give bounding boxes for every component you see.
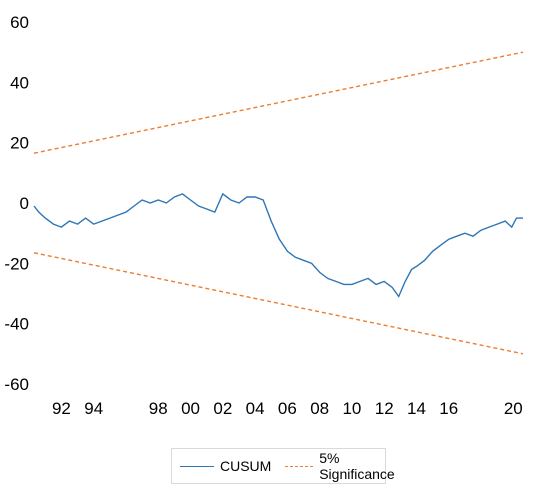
- x-tick-label: 00: [181, 399, 200, 418]
- chart-legend: CUSUM 5% Significance: [171, 448, 395, 484]
- series-line-significance-lower-2: [33, 252, 524, 355]
- x-tick-label: 16: [439, 399, 458, 418]
- x-tick-label: 94: [84, 399, 103, 418]
- x-tick-label: 10: [342, 399, 361, 418]
- y-tick-label: -60: [4, 375, 29, 394]
- y-tick-label: 20: [10, 134, 29, 153]
- legend-item-significance: 5% Significance: [285, 450, 401, 482]
- x-tick-label: 92: [52, 399, 71, 418]
- legend-label-cusum: CUSUM: [220, 458, 272, 474]
- x-tick-label: 08: [310, 399, 329, 418]
- legend-swatch-cusum: [180, 465, 214, 467]
- y-tick-label: 0: [20, 194, 29, 213]
- x-tick-label: 06: [278, 399, 297, 418]
- x-tick-label: 02: [213, 399, 232, 418]
- x-tick-label: 14: [407, 399, 426, 418]
- x-tick-label: 98: [149, 399, 168, 418]
- series-layer: [33, 51, 524, 355]
- y-tick-label: -20: [4, 254, 29, 273]
- x-tick-label: 20: [504, 399, 523, 418]
- y-axis-ticks: 60 40 20 0 -20 -40 -60: [4, 13, 29, 394]
- legend-item-cusum: CUSUM: [180, 458, 271, 474]
- y-tick-label: 40: [10, 73, 29, 92]
- x-tick-label: 12: [375, 399, 394, 418]
- series-line-5-significance-1: [33, 51, 524, 154]
- legend-label-significance: 5% Significance: [319, 450, 395, 482]
- cusum-chart: 60 40 20 0 -20 -40 -60 92 94 98 00 02 04 06 08 10 12 14 1…: [4, 13, 524, 418]
- y-tick-label: -40: [4, 315, 29, 334]
- x-tick-label: 04: [246, 399, 265, 418]
- y-tick-label: 60: [10, 13, 29, 32]
- series-line-cusum-0: [33, 192, 523, 298]
- x-axis-ticks: 92 94 98 00 02 04 06 08 10 12 14 16 20: [52, 399, 523, 418]
- legend-swatch-significance: [285, 465, 314, 467]
